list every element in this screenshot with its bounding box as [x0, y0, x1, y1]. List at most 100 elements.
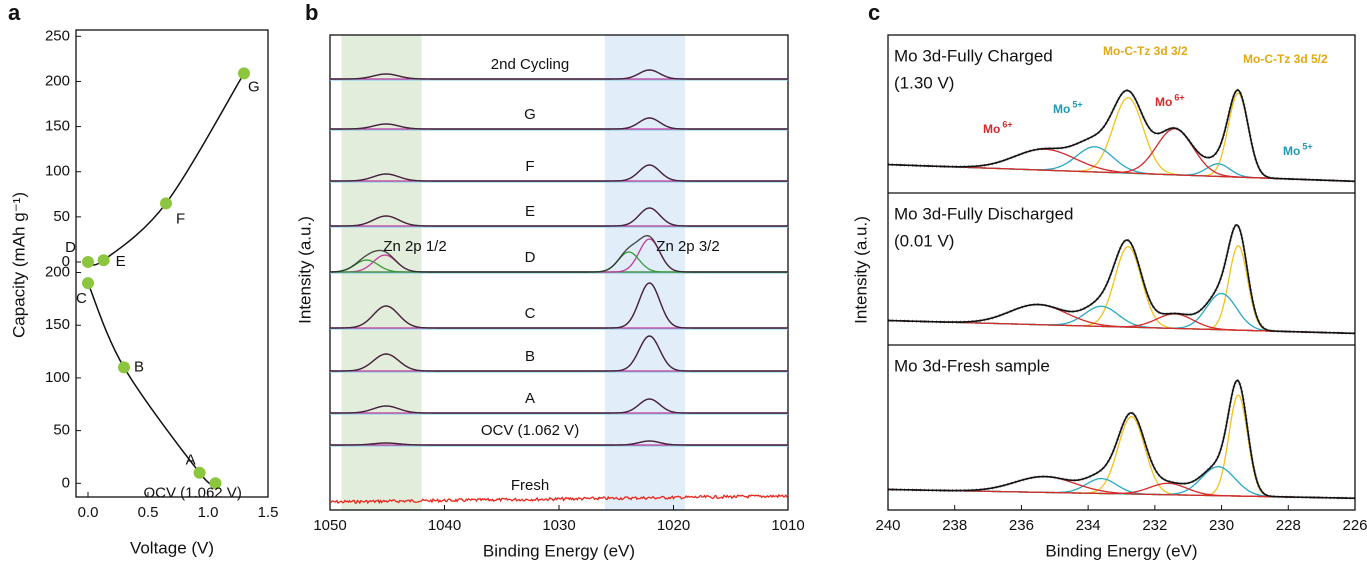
y-tick-label: 0: [62, 253, 70, 270]
x-tick-label: 0.5: [138, 504, 159, 521]
annotation: Mo-C-Tz 3d 5/2: [1243, 52, 1328, 66]
data-point: [193, 466, 206, 479]
y-tick-label: 150: [45, 316, 70, 333]
component: [887, 97, 1356, 182]
subplot-subtitle: (1.30 V): [894, 73, 954, 92]
x-tick-label: 0.0: [78, 504, 99, 521]
point-label: G: [248, 78, 260, 95]
panel-label: a: [8, 0, 21, 25]
annotation-superscript: 5+: [1302, 141, 1312, 151]
y-tick-label: 200: [45, 264, 70, 281]
x-tick-label: 1010: [771, 517, 804, 534]
x-tick-label: 238: [942, 517, 967, 534]
x-axis-label: Binding Energy (eV): [1045, 541, 1197, 560]
trace-label: 2nd Cycling: [491, 56, 569, 73]
x-tick-label: 1030: [542, 517, 575, 534]
x-axis-label: Binding Energy (eV): [483, 541, 635, 560]
annotation: Mo: [983, 122, 1000, 136]
y-axis-label: Intensity (a.u.): [295, 216, 314, 324]
x-tick-label: 1.5: [258, 504, 279, 521]
curve: [87, 282, 216, 486]
annotation-superscript: 5+: [1072, 99, 1082, 109]
component: [887, 246, 1356, 335]
data-point: [238, 67, 250, 80]
point-label: D: [65, 239, 76, 256]
y-tick-label: 50: [53, 208, 70, 225]
y-tick-label: 100: [45, 369, 70, 386]
trace: [330, 440, 788, 446]
y-tick-label: 100: [45, 163, 70, 180]
trace-label: G: [524, 106, 536, 123]
trace-label: C: [525, 305, 536, 322]
x-tick-label: 1040: [428, 517, 461, 534]
envelope-points: [887, 378, 1356, 500]
data-point: [82, 277, 94, 290]
subplot-title: Mo 3d-Fully Charged: [894, 46, 1053, 65]
point-label: E: [116, 253, 126, 270]
subplot-title: Mo 3d-Fresh sample: [894, 356, 1050, 375]
data-point: [209, 477, 222, 490]
point-label: A: [186, 452, 196, 469]
x-tick-label: 1020: [657, 517, 690, 534]
envelope: [887, 89, 1356, 183]
x-axis-label: Voltage (V): [130, 538, 214, 557]
plot-frame: [75, 29, 269, 498]
x-tick-label: 226: [1342, 517, 1367, 534]
component: [887, 394, 1356, 499]
region-label: Zn 2p 1/2: [383, 238, 446, 255]
y-tick-label: 0: [62, 474, 70, 491]
annotation: Mo: [1155, 95, 1172, 109]
trace-label: E: [525, 203, 535, 220]
trace: [329, 207, 788, 227]
data-point: [160, 197, 172, 210]
trace: [329, 282, 788, 329]
annotation: Mo: [1283, 144, 1300, 158]
component: [887, 305, 1356, 335]
trace-label: Fresh: [511, 477, 549, 494]
region-label: Zn 2p 3/2: [656, 238, 719, 255]
annotation: Mo: [1053, 102, 1070, 116]
data-point: [118, 361, 130, 374]
subplot-subtitle: (0.01 V): [894, 231, 954, 250]
panel-label: b: [305, 0, 318, 25]
trace: [330, 335, 788, 372]
component: [887, 303, 1356, 335]
envelope: [887, 224, 1356, 335]
y-tick-label: 250: [45, 27, 70, 44]
annotation: Mo-C-Tz 3d 3/2: [1103, 44, 1188, 58]
trace: [329, 69, 788, 80]
point-label: F: [176, 210, 185, 227]
panel-label: c: [868, 0, 880, 25]
x-tick-label: 1050: [313, 517, 346, 534]
component: [887, 244, 1356, 335]
x-tick-label: 232: [1142, 517, 1167, 534]
plot-frame: [887, 34, 1356, 511]
x-tick-label: 230: [1209, 517, 1234, 534]
point-label: B: [134, 358, 144, 375]
trace-label: B: [525, 348, 535, 365]
y-tick-label: 150: [45, 118, 70, 135]
trace: [329, 493, 789, 505]
point-label: OCV (1.062 V): [143, 484, 241, 501]
x-tick-label: 236: [1009, 517, 1034, 534]
annotation-superscript: 6+: [1174, 92, 1184, 102]
y-tick-label: 200: [45, 72, 70, 89]
x-tick-label: 234: [1076, 517, 1101, 534]
trace: [329, 164, 788, 182]
curve: [87, 72, 245, 266]
component: [887, 92, 1356, 182]
y-tick-label: 50: [53, 422, 70, 439]
trace: [329, 234, 788, 273]
subplot-title: Mo 3d-Fully Discharged: [894, 204, 1074, 223]
envelope: [887, 379, 1356, 500]
x-tick-label: 228: [1276, 517, 1301, 534]
y-axis-label: Intensity (a.u.): [851, 216, 870, 324]
data-point: [82, 256, 94, 268]
component: [887, 292, 1356, 335]
component: [887, 477, 1356, 499]
x-tick-label: 240: [875, 517, 900, 534]
data-point: [97, 254, 110, 267]
trace: [329, 398, 788, 414]
annotation-superscript: 6+: [1002, 119, 1012, 129]
